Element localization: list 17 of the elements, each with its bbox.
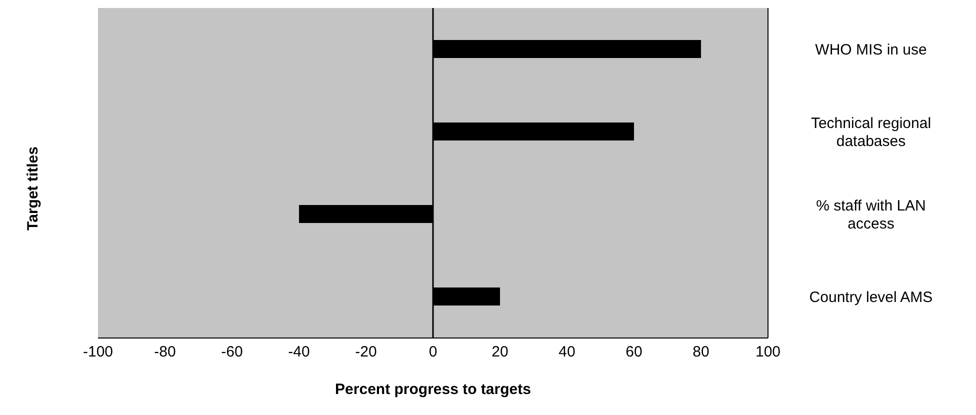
y-tick-label: WHO MIS in use [815,41,927,58]
x-tick-label: 20 [492,344,508,361]
y-tick-label: % staff with LAN access [816,197,926,232]
x-tick-label: 40 [558,344,576,361]
x-tick-label: -40 [288,344,310,361]
x-tick-label: -20 [355,344,377,361]
y-axis-title: Target titles [24,146,42,230]
x-tick-label: 60 [626,344,642,361]
x-tick-label: 100 [755,344,781,361]
x-tick-label: 80 [692,344,710,361]
y-tick-label: Technical regional databases [810,114,932,150]
x-tick-label: -100 [82,344,114,361]
y-tick-label: Country level AMS [809,288,933,306]
x-tick-label: -80 [154,344,176,361]
x-axis-title: Percent progress to targets [335,381,531,398]
x-tick-label: 0 [428,344,438,361]
x-tick-label: -60 [221,344,243,361]
